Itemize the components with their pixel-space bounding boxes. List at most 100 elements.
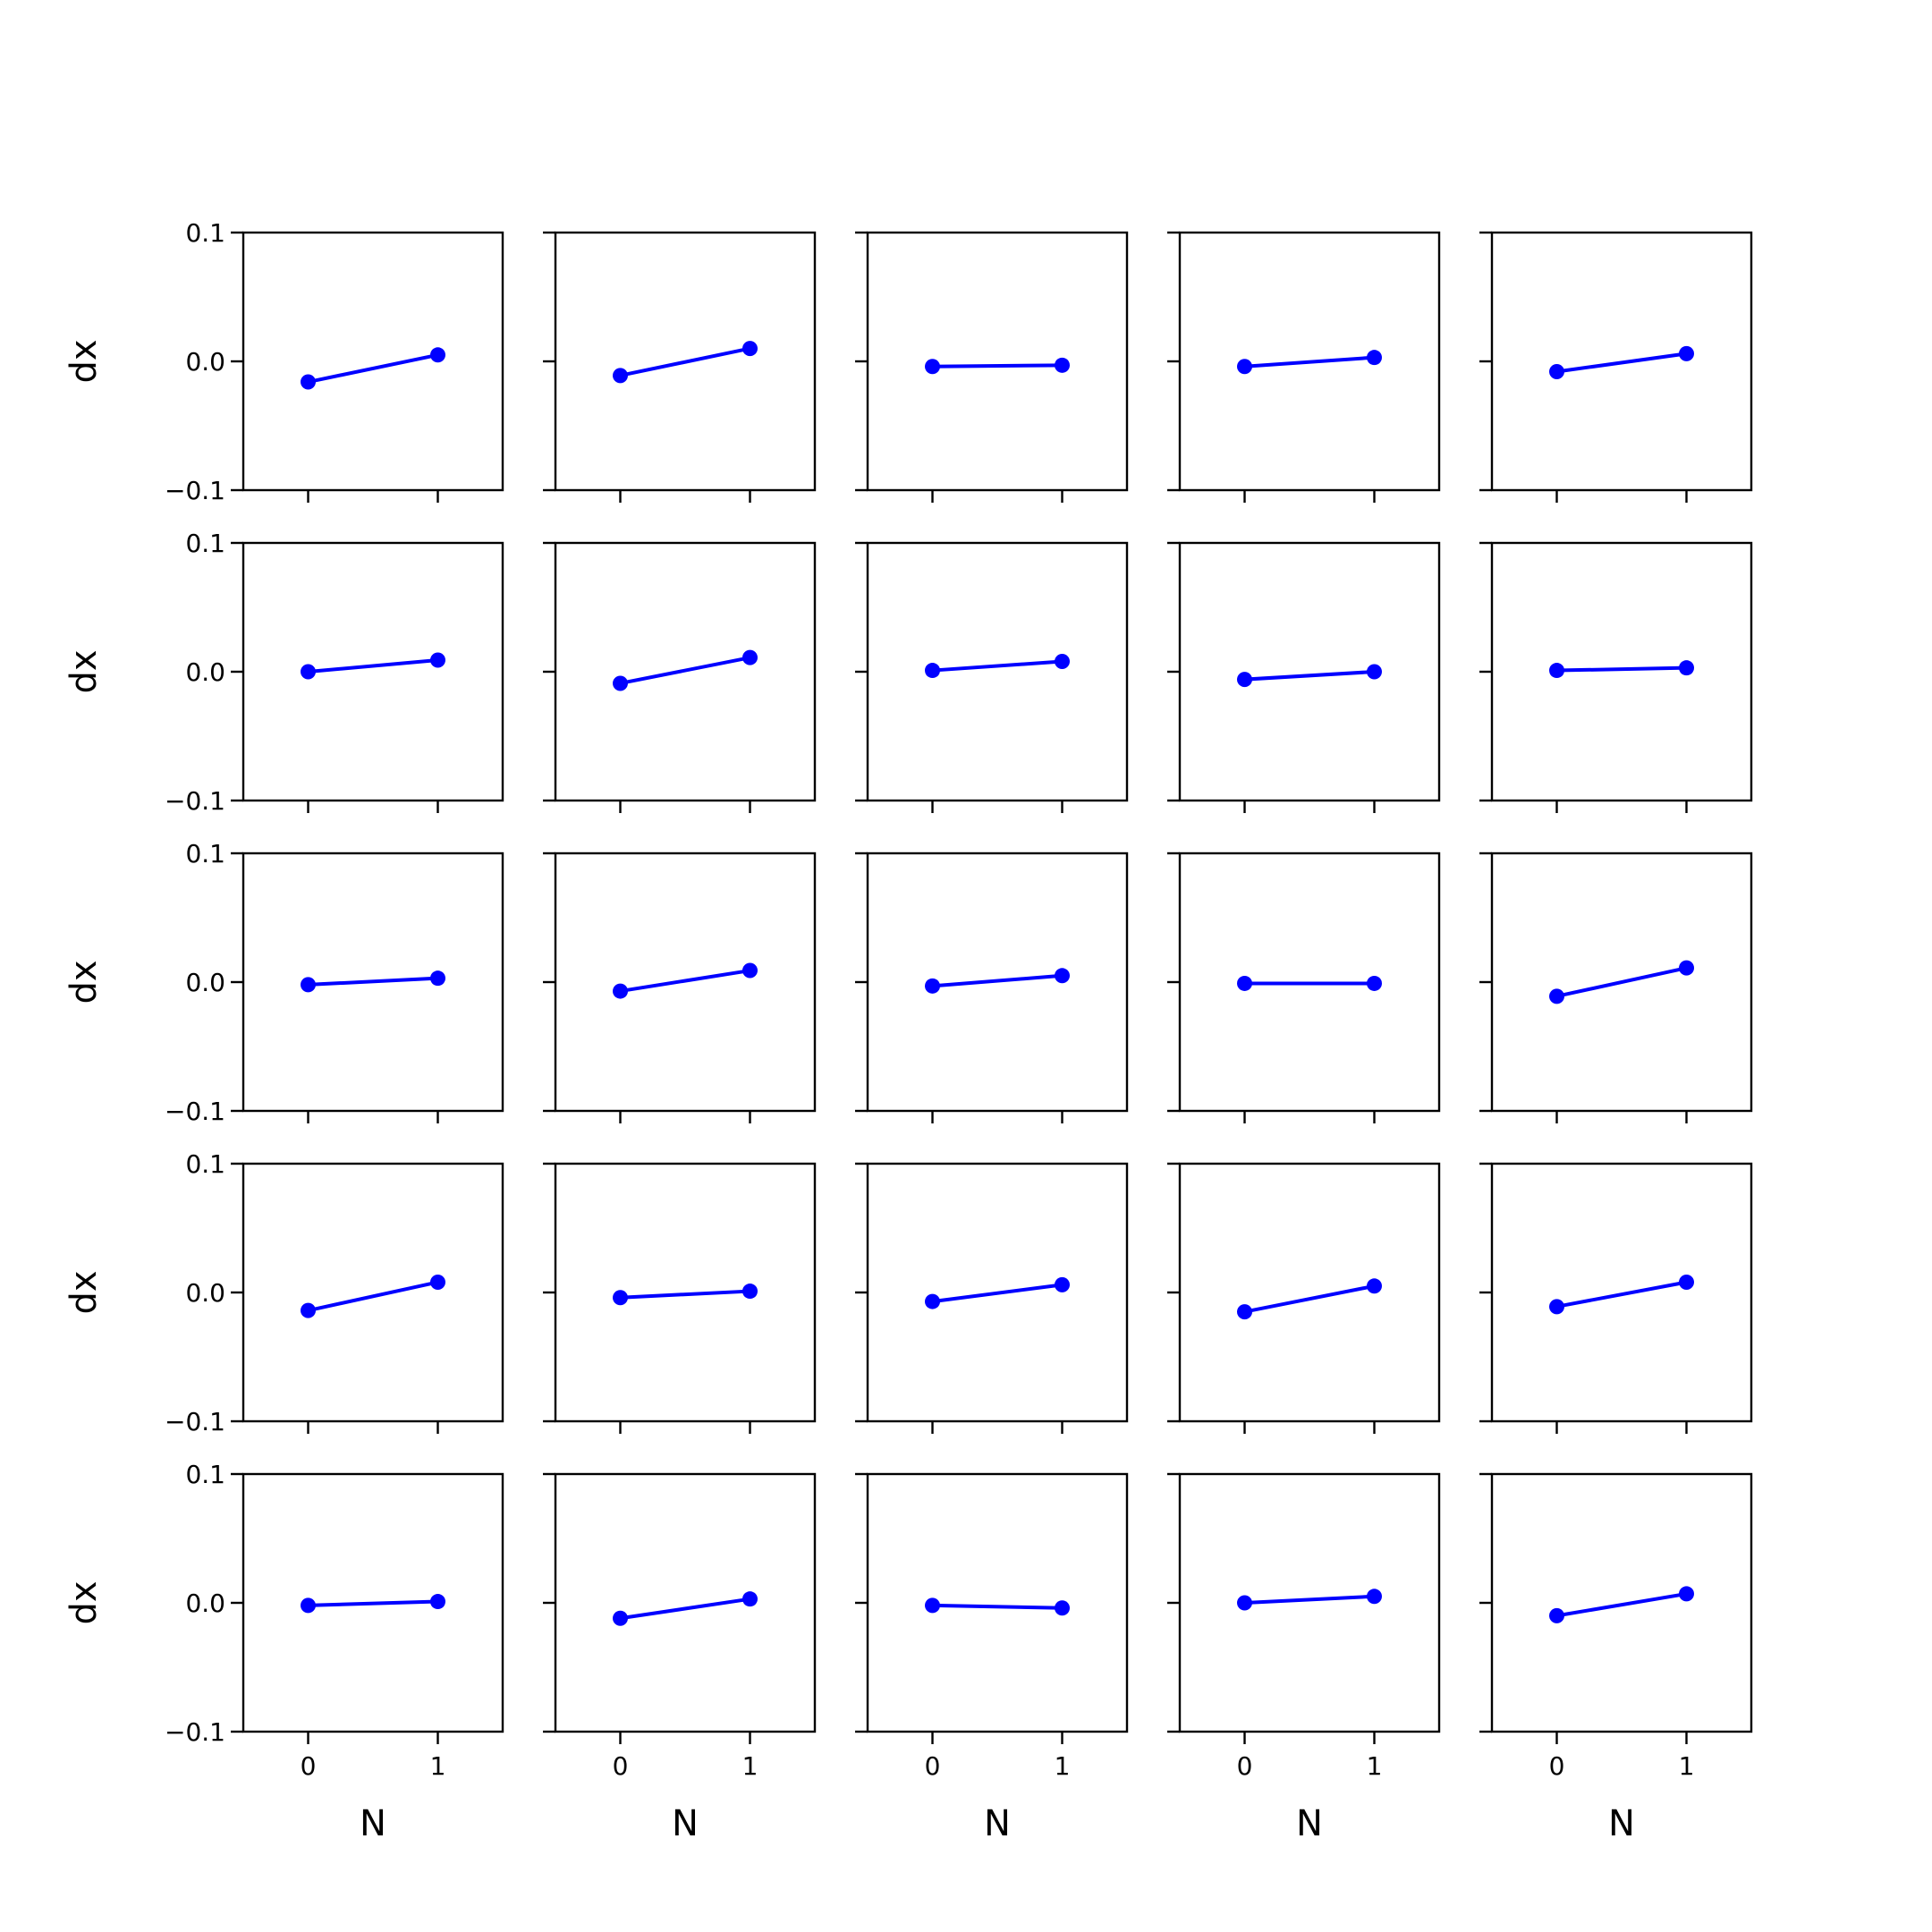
data-point [1549, 988, 1564, 1004]
data-point [613, 983, 628, 999]
series-line [620, 1597, 750, 1621]
data-point [1679, 345, 1694, 361]
subplot-r3-c0: −0.1 0.0 0.1 dx [64, 1149, 504, 1436]
x-axis-label: N [984, 1803, 1011, 1844]
data-point [1237, 1595, 1252, 1611]
subplot-r0-c1 [543, 231, 817, 503]
x-tick-label: 1 [430, 1751, 446, 1781]
data-point [1055, 1600, 1070, 1616]
y-tick-label: −0.1 [165, 476, 225, 505]
y-tick-label: 0.0 [185, 657, 225, 687]
series-line [1556, 966, 1687, 998]
data-point [613, 675, 628, 691]
series-line [1244, 355, 1375, 369]
data-point [925, 359, 940, 375]
series-line [932, 659, 1063, 673]
data-point [301, 664, 316, 680]
series-line [620, 656, 750, 685]
data-point [1679, 1586, 1694, 1602]
series-line [308, 976, 438, 987]
x-tick-label: 0 [1549, 1751, 1565, 1781]
data-point [301, 1597, 316, 1614]
y-tick-label: 0.0 [185, 1589, 225, 1618]
data-point [301, 977, 316, 993]
data-point [742, 1591, 758, 1607]
subplot-r2-c2 [855, 852, 1129, 1123]
data-point [430, 652, 445, 668]
data-point [1055, 653, 1070, 669]
data-point [1679, 660, 1694, 676]
y-tick-label: 0.1 [185, 218, 225, 248]
series-line [932, 1603, 1063, 1610]
y-tick-label: −0.1 [165, 1407, 225, 1436]
y-tick-label: 0.1 [185, 839, 225, 869]
data-point [1237, 359, 1252, 375]
series-line [1556, 1591, 1687, 1618]
axes-frame [1178, 1472, 1441, 1733]
series-line [1244, 1594, 1375, 1605]
y-tick-label: −0.1 [165, 786, 225, 816]
subplot-r2-c1 [543, 852, 817, 1123]
y-axis-label: dx [64, 339, 105, 383]
axes-frame [242, 231, 504, 492]
series-line [620, 1289, 750, 1300]
series-line [1556, 352, 1687, 374]
axes-frame [866, 231, 1129, 492]
y-tick-label: 0.1 [185, 1460, 225, 1489]
data-point [1367, 664, 1382, 680]
subplot-r1-c0: −0.1 0.0 0.1 dx [64, 529, 504, 816]
data-point [613, 1610, 628, 1626]
subplot-r3-c1 [543, 1162, 817, 1434]
x-axis-label: N [360, 1803, 386, 1844]
series-line [620, 969, 750, 994]
data-point [1237, 1304, 1252, 1320]
series-line [1556, 1280, 1687, 1309]
x-axis-label: N [1608, 1803, 1635, 1844]
series-line [932, 973, 1063, 988]
subplot-r1-c2 [855, 541, 1129, 813]
subplot-r2-c4 [1479, 852, 1753, 1123]
y-axis-label: dx [64, 1580, 105, 1624]
data-point [1367, 1278, 1382, 1294]
axes-frame [242, 541, 504, 802]
data-point [925, 663, 940, 679]
axes-frame [1490, 1162, 1753, 1423]
subplot-r2-c0: −0.1 0.0 0.1 dx [64, 839, 504, 1126]
subplot-r0-c3 [1167, 231, 1441, 503]
data-point [925, 978, 940, 994]
series-line [308, 658, 438, 674]
axes-frame [1178, 1162, 1441, 1423]
data-point [1679, 960, 1694, 976]
subplot-r4-c1: 0 1 N [543, 1472, 817, 1844]
subplot-r0-c0: −0.1 0.0 0.1 dx [64, 218, 504, 505]
subplot-r1-c3 [1167, 541, 1441, 813]
series-line [1556, 665, 1687, 673]
data-point [613, 368, 628, 384]
axes-frame [866, 541, 1129, 802]
axes-frame [1178, 541, 1441, 802]
y-axis-label: dx [64, 960, 105, 1004]
series-line [308, 352, 438, 384]
series-line [1244, 670, 1375, 682]
data-point [1679, 1274, 1694, 1290]
data-point [742, 1284, 758, 1300]
data-point [301, 374, 316, 390]
data-point [430, 1274, 445, 1290]
data-point [301, 1302, 316, 1318]
data-point [1549, 663, 1564, 679]
series-line [620, 346, 750, 377]
subplot-r3-c3 [1167, 1162, 1441, 1434]
data-point [1367, 1589, 1382, 1605]
series-line [932, 363, 1063, 369]
data-point [1367, 350, 1382, 366]
data-point [925, 1597, 940, 1614]
y-axis-label: dx [64, 1270, 105, 1314]
subplot-r1-c1 [543, 541, 817, 813]
x-tick-label: 1 [1679, 1751, 1695, 1781]
data-point [430, 970, 445, 987]
subplot-r1-c4 [1479, 541, 1753, 813]
data-point [742, 341, 758, 357]
subplot-r2-c3 [1167, 852, 1441, 1123]
x-tick-label: 0 [301, 1751, 317, 1781]
